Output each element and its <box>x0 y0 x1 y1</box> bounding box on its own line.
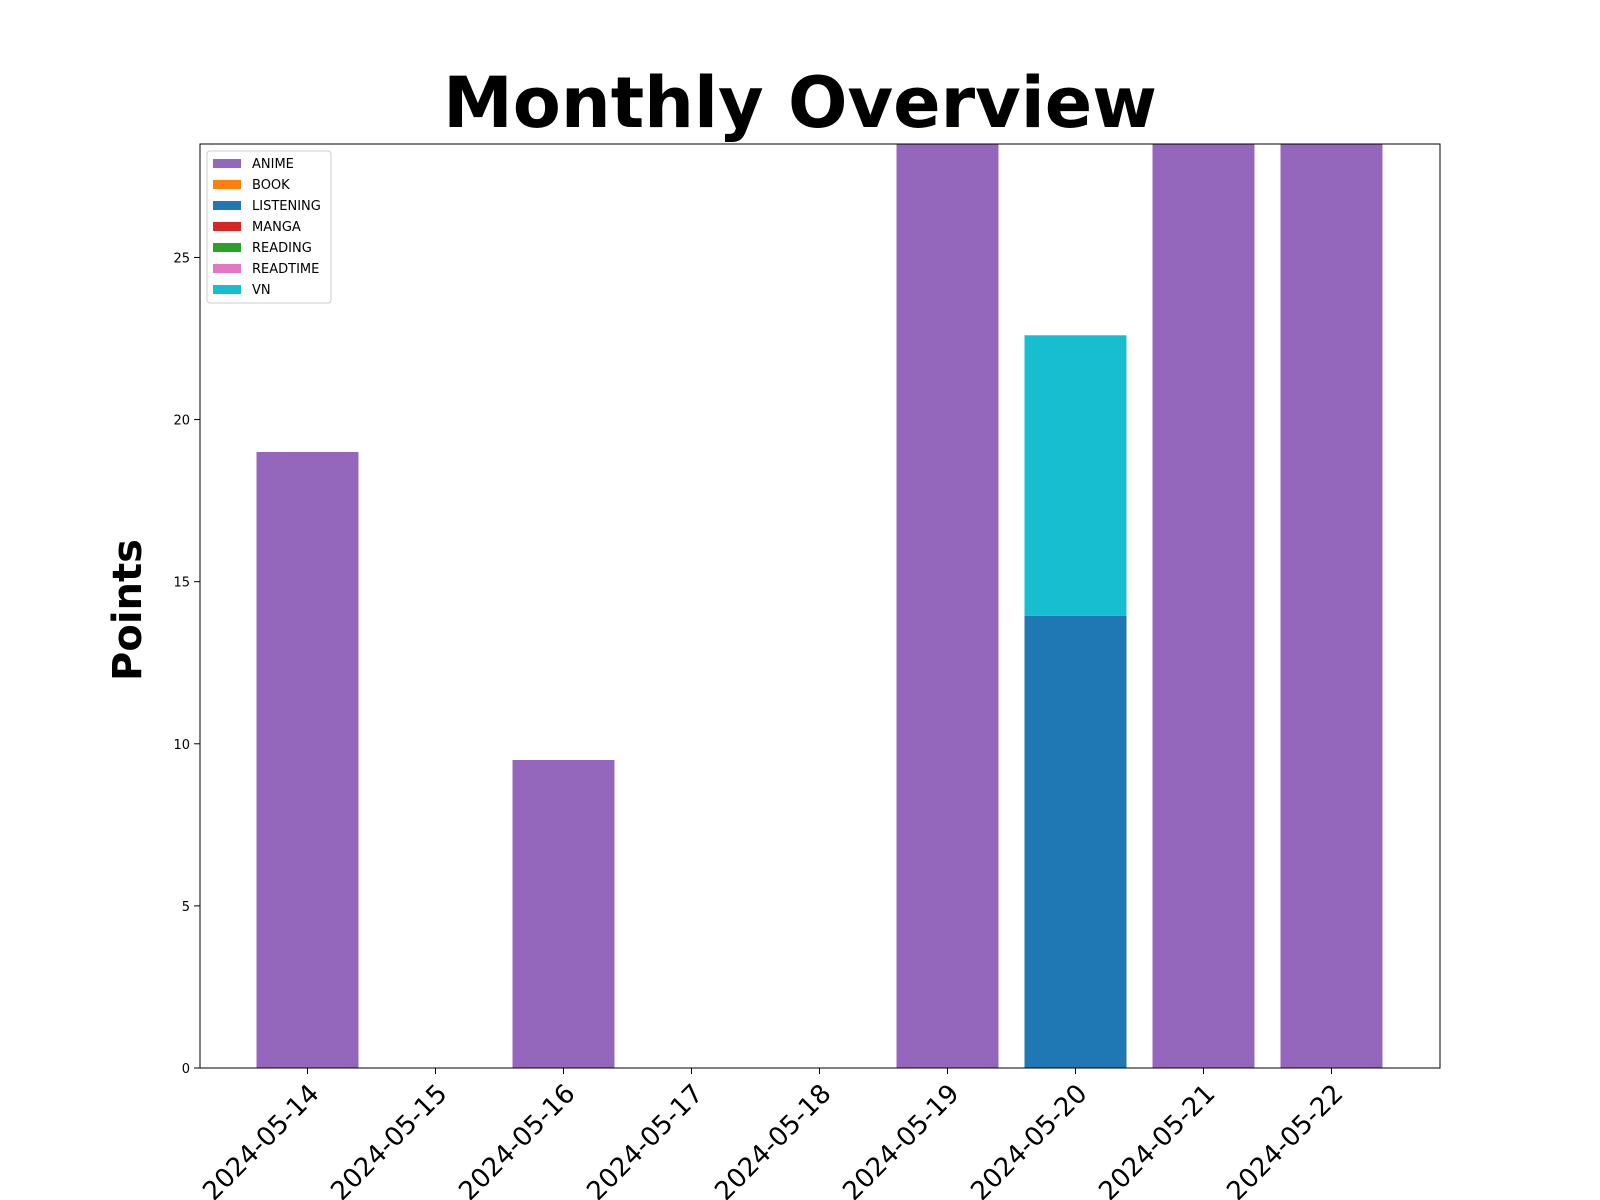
y-tick-label: 15 <box>173 576 190 591</box>
x-tick-label: 2024-05-14 <box>197 1079 325 1200</box>
legend-label-readtime: READTIME <box>252 262 319 277</box>
y-tick-label: 25 <box>173 251 190 266</box>
legend-swatch-book <box>213 180 241 189</box>
x-tick-label: 2024-05-19 <box>837 1079 965 1200</box>
legend-label-listening: LISTENING <box>252 199 321 214</box>
legend-label-manga: MANGA <box>252 220 301 235</box>
x-tick-label: 2024-05-20 <box>965 1079 1093 1200</box>
legend-swatch-vn <box>213 285 241 294</box>
bar-vn-2024-05-20 <box>1024 335 1127 616</box>
legend-label-anime: ANIME <box>252 157 294 172</box>
x-tick-label: 2024-05-15 <box>325 1079 453 1200</box>
legend-swatch-reading <box>213 243 241 252</box>
x-tick-label: 2024-05-16 <box>453 1079 581 1200</box>
y-tick-label: 10 <box>173 738 190 753</box>
x-tick-label: 2024-05-21 <box>1093 1079 1221 1200</box>
y-tick-label: 0 <box>182 1062 190 1077</box>
y-tick-label: 5 <box>182 900 190 915</box>
legend-label-reading: READING <box>252 241 312 256</box>
chart-title: Monthly Overview <box>443 62 1157 144</box>
x-tick-label: 2024-05-17 <box>581 1079 709 1200</box>
legend-swatch-manga <box>213 222 241 231</box>
bar-anime-2024-05-16 <box>512 760 615 1068</box>
legend-swatch-listening <box>213 201 241 210</box>
bar-listening-2024-05-20 <box>1024 615 1127 1068</box>
bar-anime-2024-05-14 <box>256 452 359 1068</box>
bar-anime-2024-05-21 <box>1152 144 1255 1068</box>
y-tick-label: 20 <box>173 414 190 429</box>
x-tick-label: 2024-05-22 <box>1221 1079 1349 1200</box>
legend-label-book: BOOK <box>252 178 290 193</box>
bar-anime-2024-05-19 <box>896 144 999 1068</box>
legend-swatch-anime <box>213 159 241 168</box>
legend-label-vn: VN <box>252 283 271 298</box>
x-tick-label: 2024-05-18 <box>709 1079 837 1200</box>
legend-swatch-readtime <box>213 264 241 273</box>
bar-anime-2024-05-22 <box>1280 144 1383 1068</box>
